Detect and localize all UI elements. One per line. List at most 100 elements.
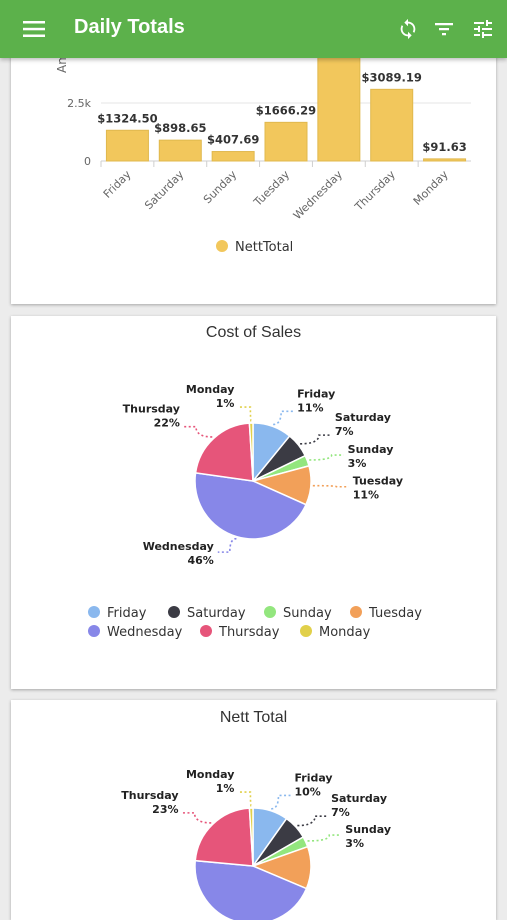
app-title: Daily Totals [74, 16, 185, 38]
y-tick-label: 0 [84, 155, 91, 168]
legend-label: Saturday [187, 606, 246, 621]
leader-line [238, 791, 252, 807]
bar-legend: NettTotal [216, 240, 293, 255]
bar-chart-card: $1324.50 $898.65 $407.69 $1666.29 $3089.19 $9… [11, 0, 496, 304]
slice-monday[interactable] [248, 422, 254, 482]
nett-total-title: Nett Total [219, 709, 288, 726]
cost-of-sales-legend: Friday Saturday Sunday Tuesday Wednesday… [11, 605, 496, 645]
pie-slices [194, 807, 312, 920]
slice-monday[interactable] [248, 807, 254, 867]
slice-percent: 10% [294, 785, 320, 798]
data-label: $898.65 [154, 121, 206, 135]
leader-line [297, 815, 328, 827]
menu-icon[interactable] [19, 14, 49, 44]
nett-total-card: Nett Total Friday 10% Saturday 7% Sunday 3% Th… [11, 700, 496, 920]
legend-swatch [88, 606, 100, 618]
leader-line [183, 425, 213, 438]
legend-label: Wednesday [107, 625, 183, 640]
data-label: $1666.29 [256, 103, 316, 117]
legend-item-thursday[interactable]: Thursday [200, 625, 279, 640]
slice-thursday[interactable] [194, 807, 254, 867]
leader-line [307, 834, 342, 842]
bar-thursday[interactable] [370, 88, 414, 162]
slice-label: Friday [297, 387, 335, 400]
legend-swatch [200, 625, 212, 637]
legend-item-friday[interactable]: Friday [88, 606, 146, 621]
legend-label-netttotal: NettTotal [235, 240, 294, 255]
legend-item-saturday[interactable]: Saturday [168, 606, 246, 621]
cost-of-sales-pie: Friday11%Saturday7%Sunday3%Tuesday11%Wed… [123, 383, 403, 567]
legend-swatch [264, 606, 276, 618]
bar-tuesday[interactable] [264, 121, 308, 162]
nett-total-bar-chart: $1324.50$898.65$407.69 $1666.29 $3089.19 $9… [55, 0, 471, 223]
leader-line [238, 406, 252, 422]
leader-line [300, 434, 331, 445]
data-label: $1324.50 [97, 111, 157, 125]
slice-percent: 23% [152, 803, 178, 816]
slice-label: Friday [294, 771, 332, 784]
leader-line [273, 410, 294, 426]
slice-label: Saturday [335, 411, 391, 424]
slice-percent: 1% [216, 782, 235, 795]
cost-of-sales-title: Cost of Sales [205, 324, 302, 341]
slice-percent: 1% [216, 397, 235, 410]
tune-icon[interactable] [468, 14, 498, 44]
x-tick-label: Friday [101, 168, 134, 201]
slice-percent: 46% [187, 554, 213, 567]
slice-label: Saturday [331, 792, 387, 805]
pie-slices [194, 422, 312, 540]
app-bar: Daily Totals [0, 0, 507, 58]
x-tick-label: Thursday [352, 168, 398, 214]
x-tick-label: Saturday [142, 168, 187, 213]
slice-wednesday[interactable] [194, 472, 307, 540]
x-tick-label: Monday [411, 168, 451, 208]
slice-label: Tuesday [353, 475, 403, 488]
legend-label: Thursday [219, 625, 280, 640]
legend-item-wednesday[interactable]: Wednesday [88, 625, 182, 640]
slice-percent: 7% [335, 425, 354, 438]
slice-percent: 3% [345, 837, 364, 850]
legend-swatch [216, 240, 228, 252]
sync-icon[interactable] [393, 14, 423, 44]
data-label: $407.69 [207, 133, 259, 147]
slice-label: Sunday [345, 823, 391, 836]
slice-thursday[interactable] [194, 422, 254, 482]
slice-percent: 11% [297, 401, 323, 414]
slice-label: Wednesday [143, 540, 214, 553]
legend-swatch [350, 606, 362, 618]
x-tick-label: Sunday [201, 168, 240, 207]
y-tick-label: 2.5k [67, 97, 91, 110]
slice-label: Thursday [121, 789, 178, 802]
legend-label: Friday [107, 606, 147, 621]
cost-of-sales-card: Cost of Sales Friday 11% Saturday 7% Sunday 3… [11, 316, 496, 689]
leader-line [182, 812, 212, 824]
legend-swatch [88, 625, 100, 637]
filter-icon[interactable] [429, 14, 459, 44]
bar-friday[interactable] [105, 129, 149, 162]
slice-label: Monday [186, 383, 234, 396]
leader-line [309, 454, 344, 461]
legend-item-monday[interactable]: Monday [300, 625, 370, 640]
data-label: $91.63 [422, 140, 466, 154]
bar-saturday[interactable] [158, 139, 202, 162]
slice-label: Sunday [348, 443, 394, 456]
x-tick-label: Wednesday [291, 168, 346, 223]
legend-item-tuesday[interactable]: Tuesday [350, 606, 422, 621]
slice-percent: 22% [154, 417, 180, 430]
data-label: $3089.19 [362, 70, 422, 84]
slice-percent: 7% [331, 806, 350, 819]
leader-line [217, 537, 237, 553]
bar-monday[interactable] [423, 158, 467, 162]
legend-label: Monday [319, 625, 371, 640]
bar-sunday[interactable] [211, 151, 255, 162]
bar-wednesday[interactable] [317, 0, 361, 162]
legend-item-sunday[interactable]: Sunday [264, 606, 332, 621]
legend-label: Tuesday [369, 606, 422, 621]
legend-label: Sunday [283, 606, 332, 621]
leader-line [312, 484, 349, 488]
legend-swatch [168, 606, 180, 618]
slice-percent: 3% [348, 457, 367, 470]
slice-percent: 11% [353, 489, 379, 502]
